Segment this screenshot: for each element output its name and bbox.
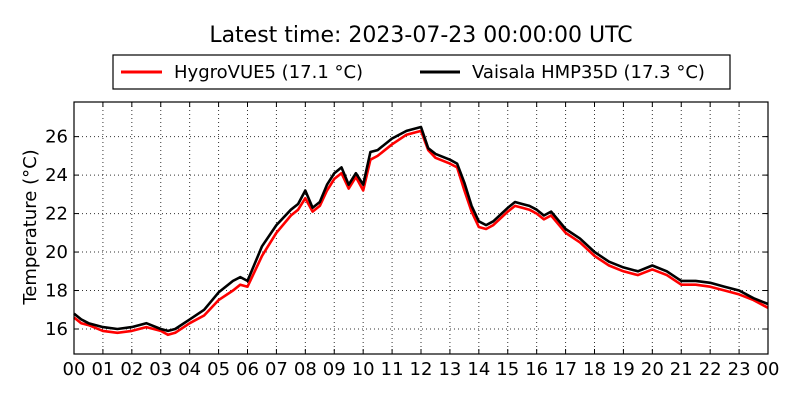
- x-tick-label: 20: [641, 359, 664, 380]
- x-tick-label: 06: [236, 359, 259, 380]
- x-tick-label: 03: [149, 359, 172, 380]
- x-tick-label: 15: [496, 359, 519, 380]
- legend-label-hygrovue5: HygroVUE5 (17.1 °C): [174, 62, 363, 83]
- y-tick-label: 20: [45, 242, 68, 263]
- x-tick-label: 11: [381, 359, 404, 380]
- legend: HygroVUE5 (17.1 °C) Vaisala HMP35D (17.3…: [112, 54, 731, 90]
- y-tick-label: 24: [45, 165, 68, 186]
- x-tick-label: 02: [120, 359, 143, 380]
- y-tick-label: 26: [45, 127, 68, 148]
- series-line-vaisala: [73, 125, 769, 333]
- series-line-hygrovue5: [73, 129, 769, 337]
- grid: [74, 102, 768, 354]
- x-tick-label: 08: [294, 359, 317, 380]
- x-tick-label: 00: [757, 359, 780, 380]
- x-tick-label: 00: [63, 359, 86, 380]
- y-tick-label: 22: [45, 204, 68, 225]
- x-tick-label: 12: [410, 359, 433, 380]
- x-tick-label: 01: [91, 359, 114, 380]
- series-lines: [73, 125, 769, 337]
- x-tick-label: 14: [467, 359, 490, 380]
- axis-ticks: 00 01 02 03 04 05 06 07 08 09 10 11 12 13 14 15 16 17 18 19…: [45, 102, 779, 380]
- x-tick-label: 10: [352, 359, 375, 380]
- x-tick-label: 18: [583, 359, 606, 380]
- x-tick-label: 09: [323, 359, 346, 380]
- x-tick-label: 05: [207, 359, 230, 380]
- x-tick-label: 22: [699, 359, 722, 380]
- x-tick-label: 17: [554, 359, 577, 380]
- plot-area-frame: [73, 101, 769, 355]
- x-tick-label: 19: [612, 359, 635, 380]
- x-tick-label: 04: [178, 359, 201, 380]
- y-tick-label: 16: [45, 319, 68, 340]
- y-tick-label: 18: [45, 281, 68, 302]
- legend-label-vaisala: Vaisala HMP35D (17.3 °C): [472, 62, 705, 83]
- x-tick-label: 07: [265, 359, 288, 380]
- x-tick-label: 21: [670, 359, 693, 380]
- x-tick-label: 13: [438, 359, 461, 380]
- chart-title: Latest time: 2023-07-23 00:00:00 UTC: [209, 23, 632, 48]
- x-tick-label: 16: [525, 359, 548, 380]
- y-axis-label: Temperature (°C): [20, 149, 41, 305]
- x-tick-label: 23: [728, 359, 751, 380]
